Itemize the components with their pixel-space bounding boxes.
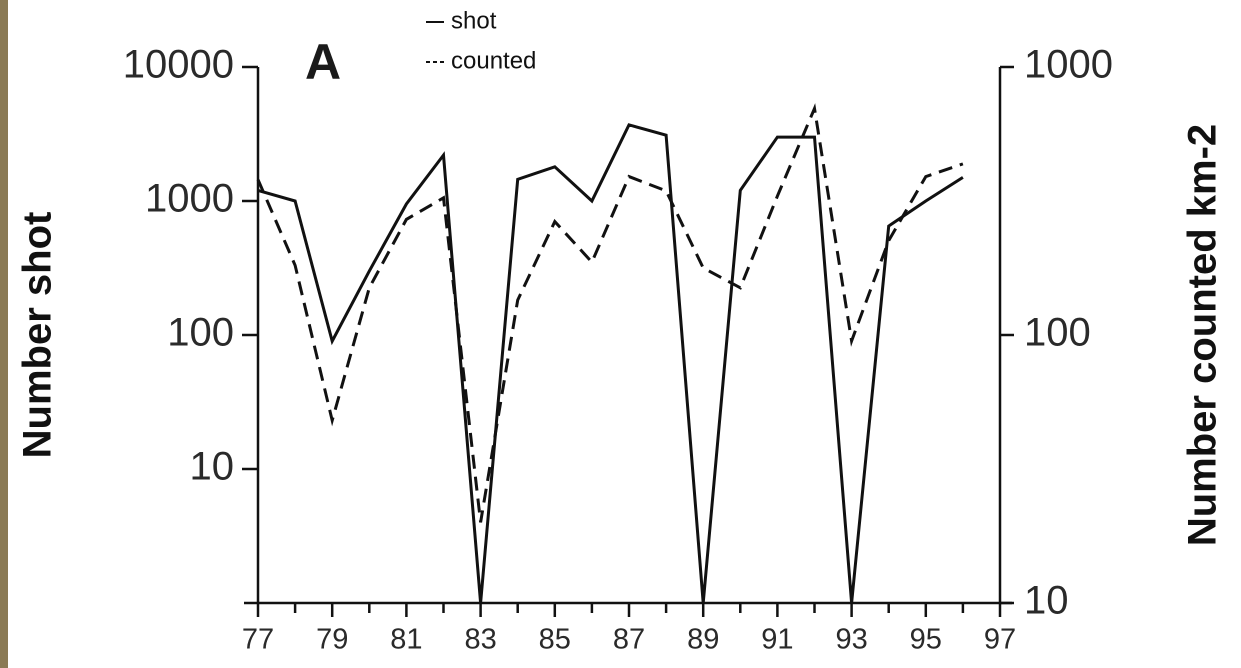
legend-label: shot	[451, 7, 497, 34]
x-tick-label: 91	[761, 624, 793, 656]
y2-tick-label: 1000	[1024, 43, 1113, 87]
y2-axis-label: Number counted km-2	[1181, 124, 1225, 546]
x-tick-label: 81	[390, 624, 422, 656]
x-tick-label: 79	[316, 624, 348, 656]
y2-tick-label: 10	[1024, 579, 1069, 623]
chart-title: A	[305, 34, 341, 90]
x-tick-label: 93	[835, 624, 867, 656]
series-line	[256, 103, 964, 523]
x-tick-label: 89	[687, 624, 719, 656]
legend-label: counted	[451, 47, 536, 74]
y-tick-label: 1000	[145, 177, 234, 221]
x-tick-label: 97	[984, 624, 1016, 656]
x-tick-label: 77	[242, 624, 274, 656]
photo-edge	[0, 0, 8, 668]
y2-tick-label: 100	[1024, 311, 1091, 355]
y-tick-label: 100	[167, 311, 234, 355]
series-line	[257, 123, 964, 604]
x-tick-label: 85	[539, 624, 571, 656]
x-tick-label: 87	[613, 624, 645, 656]
x-tick-label: 95	[910, 624, 942, 656]
x-tick-label: 83	[464, 624, 496, 656]
y-axis-label: Number shot	[16, 212, 60, 459]
y-tick-label: 10000	[123, 43, 234, 87]
y-tick-label: 10	[190, 445, 235, 489]
